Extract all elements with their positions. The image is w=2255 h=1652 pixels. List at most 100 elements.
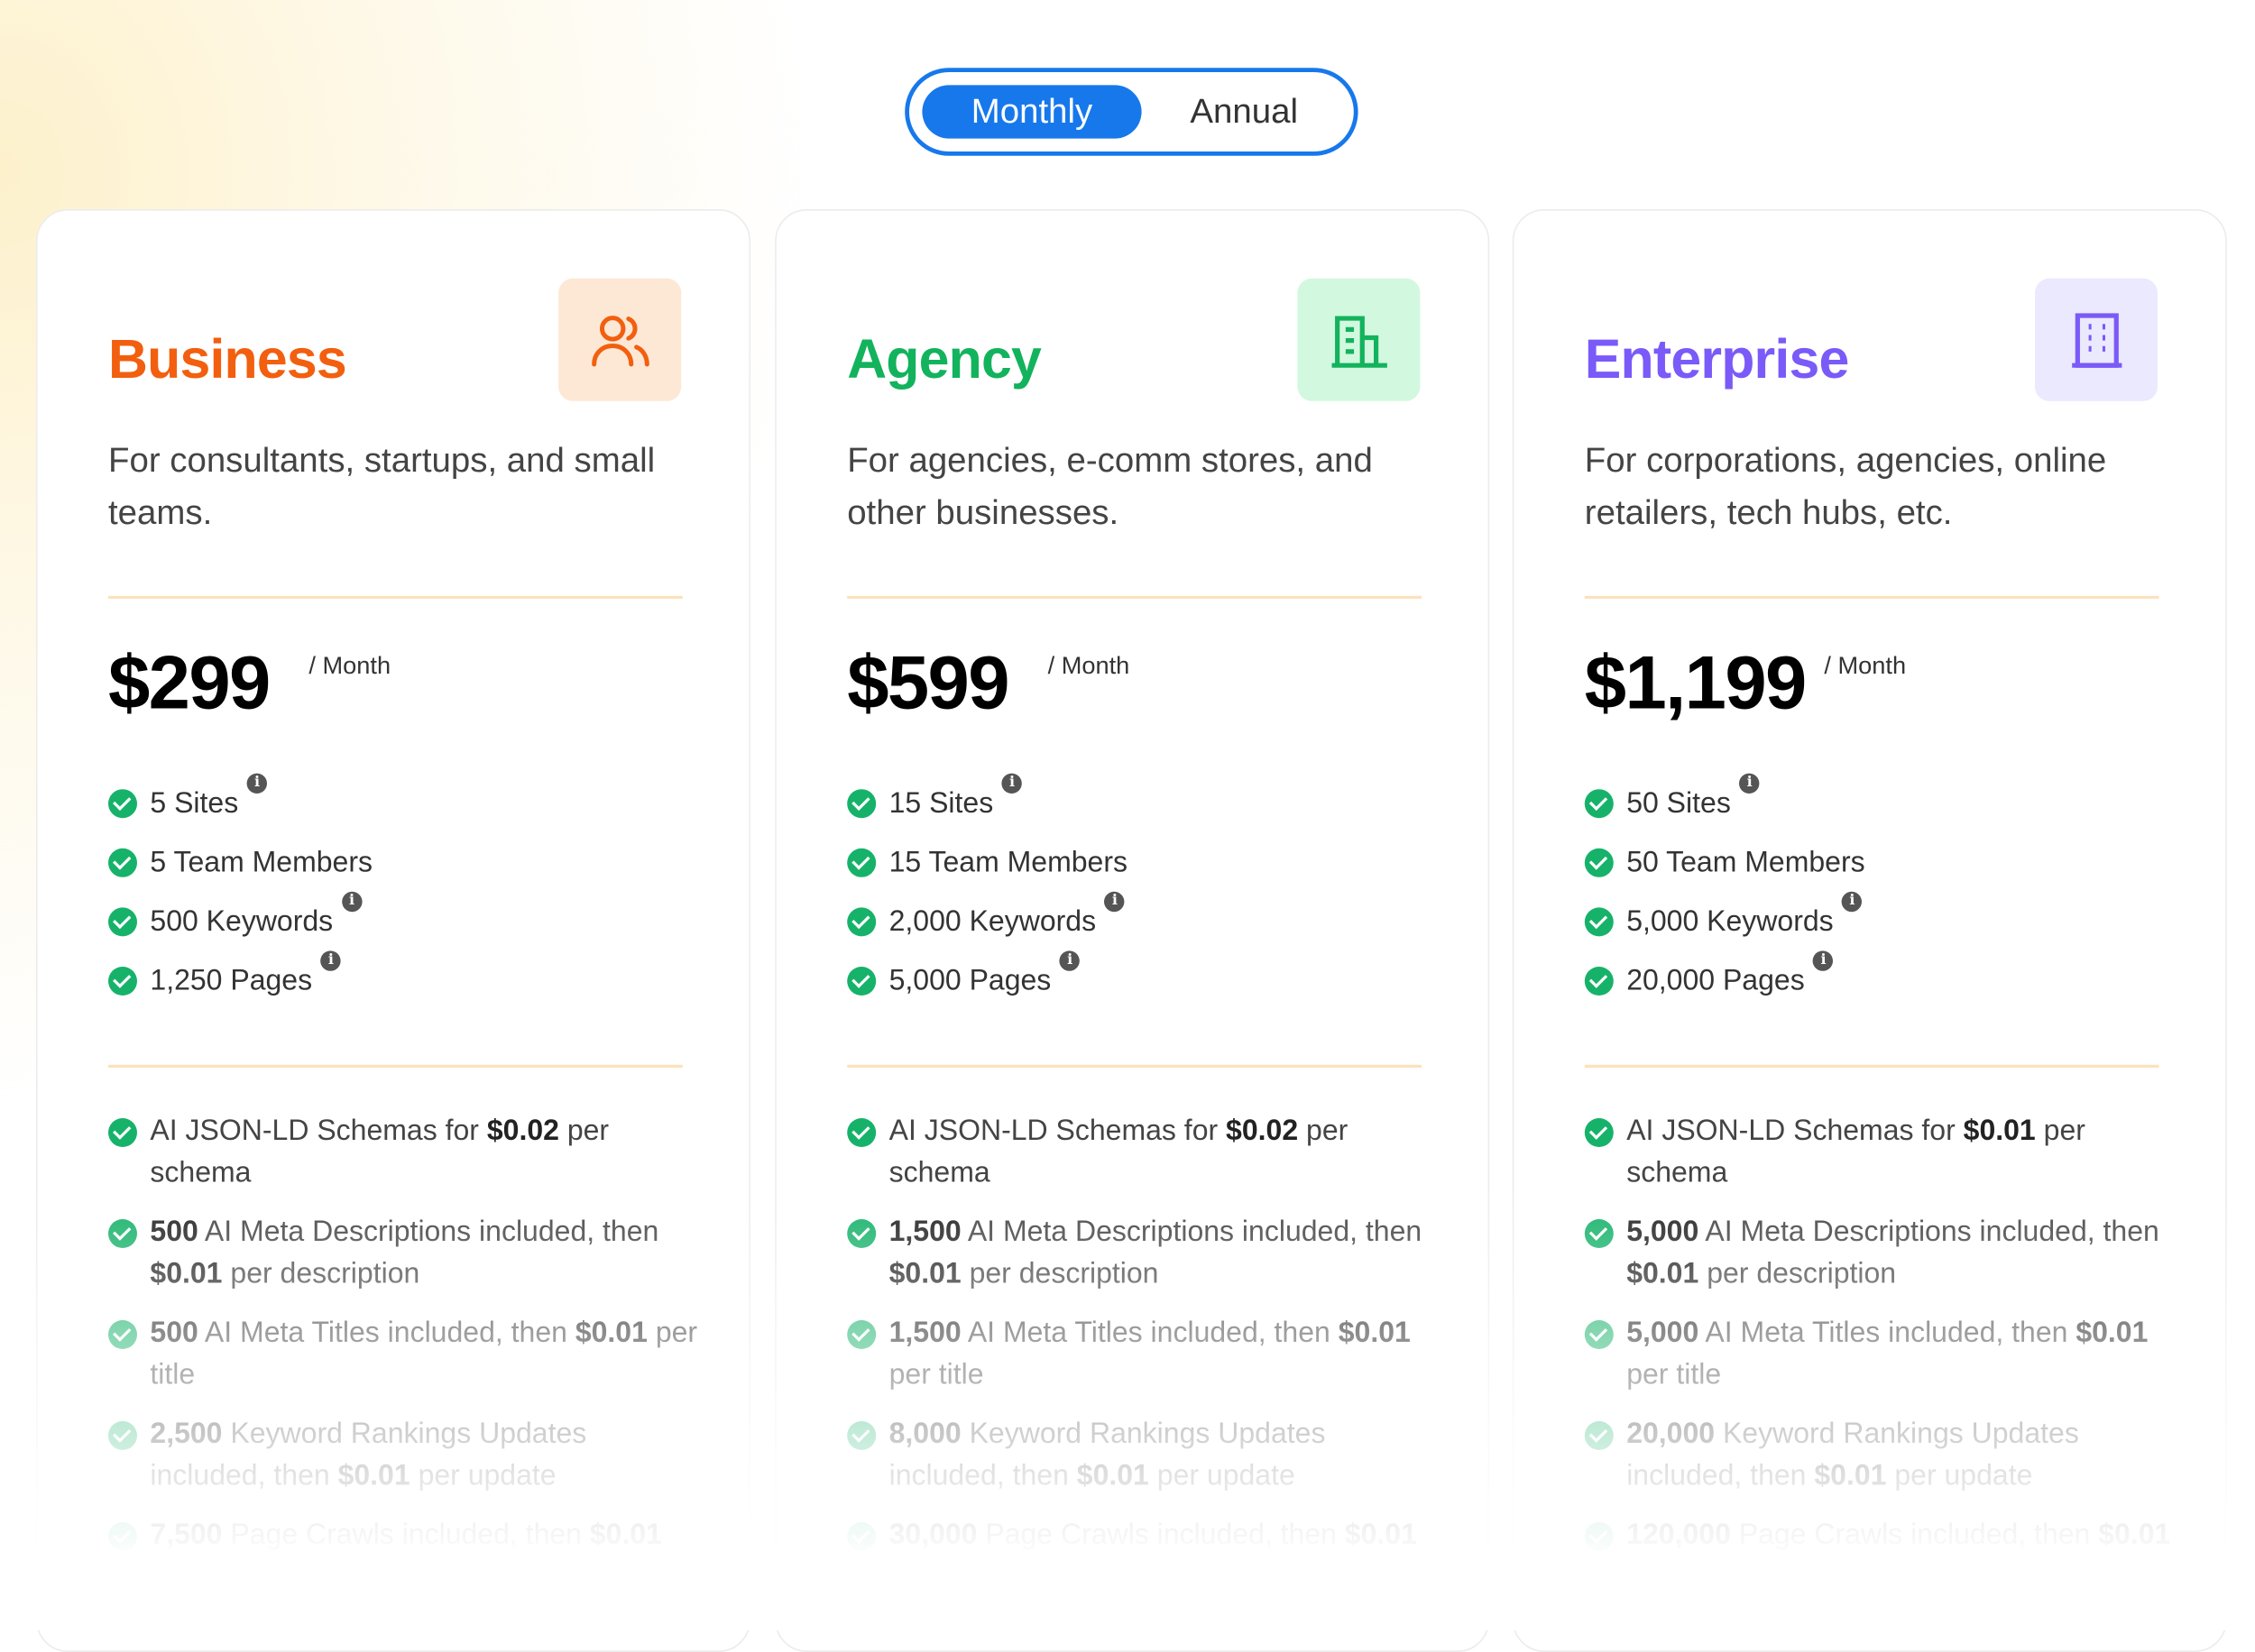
monthly-option[interactable]: Monthly [922,85,1142,139]
check-icon [847,1118,877,1147]
price-period: / Month [308,652,391,680]
extra-text: per crawl [150,1561,268,1593]
extra-value: 120,000 [1626,1519,1731,1551]
extra-value: 5,000 [1626,1317,1699,1349]
check-icon [847,789,877,819]
plan-name: Business [108,330,347,391]
check-icon [108,848,137,877]
billing-toggle: Monthly Annual [905,68,1358,156]
info-icon[interactable]: i [1001,773,1023,794]
extra-value: 2,500 [150,1418,223,1450]
info-icon[interactable]: i [1842,891,1863,913]
check-icon [1584,1219,1614,1248]
check-icon [108,1421,137,1450]
check-icon [847,1219,877,1248]
plan-card-agency: Agency For agencies, e-comm stores, and … [775,209,1490,1652]
extra-text: per update [1886,1460,2033,1492]
plan-card-enterprise: Enterprise For corporations, agencies, o… [1512,209,2227,1652]
feature-item: 5 Team Members [108,841,714,901]
check-icon [847,967,877,996]
info-icon[interactable]: i [320,950,342,971]
extra-item: 500 AI Meta Titles included, then $0.01 … [108,1313,700,1397]
plan-price: $599 [847,642,1009,726]
extra-value: $0.01 [888,1258,962,1290]
extra-list: AI JSON-LD Schemas for $0.01 per schema 5… [1584,1111,2177,1616]
plan-price: $299 [108,642,271,726]
divider [847,595,1422,599]
extra-value: $0.01 [2076,1317,2149,1349]
extra-text: Page Crawls included, then [1730,1519,2099,1551]
extra-text: AI Meta Titles included, then [961,1317,1339,1349]
info-icon[interactable]: i [1104,891,1126,913]
feature-text: 1,250 Pages [150,965,313,997]
check-icon [847,848,877,877]
extra-text: AI Meta Descriptions included, then [198,1216,659,1248]
extra-text: per title [888,1359,984,1391]
extra-text: per title [1626,1359,1722,1391]
extra-text: Page Crawls included, then [977,1519,1345,1551]
extra-item: 5,000 AI Meta Descriptions included, the… [1584,1212,2177,1296]
check-icon [108,789,137,819]
extra-text: per crawl [888,1561,1007,1593]
info-icon[interactable]: i [1739,773,1760,794]
check-icon [108,907,137,937]
extra-item: 120,000 Page Crawls included, then $0.01… [1584,1515,2177,1599]
extra-text: per description [961,1258,1159,1290]
feature-text: 50 Team Members [1626,847,1865,879]
extra-value: $0.01 [1626,1258,1699,1290]
check-icon [1584,1421,1614,1450]
extra-item: AI JSON-LD Schemas for $0.02 per schema [108,1111,700,1195]
feature-list: 15 Sitesi 15 Team Members 2,000 Keywordsi 5… [847,773,1453,1019]
extra-text: per description [222,1258,420,1290]
feature-item: 5,000 Pages i [847,950,1453,1019]
check-icon [108,1522,137,1551]
extra-text: AI Meta Descriptions included, then [1698,1216,2159,1248]
feature-item: 2,000 Keywords i [847,891,1453,959]
info-icon[interactable]: i [1813,950,1834,971]
feature-text: 500 Keywords [150,905,334,938]
extra-item: 1,500 AI Meta Descriptions included, the… [847,1212,1439,1296]
extra-item: 500 AI Meta Descriptions included, then … [108,1212,700,1296]
info-icon[interactable]: i [341,891,363,913]
extra-value: $0.01 [1814,1460,1887,1492]
extra-value: 20,000 [1626,1418,1716,1450]
extra-text: AI JSON-LD Schemas for [888,1115,1227,1147]
feature-item: 500 Keywords i [108,891,714,959]
feature-text: 5 Sites [150,787,239,820]
feature-text: 5,000 Keywords [1626,905,1834,938]
extra-value: 7,500 [150,1519,223,1551]
extra-value: $0.01 [1076,1460,1149,1492]
feature-item: 5 Sites i [108,773,714,841]
plan-description: For agencies, e-comm stores, and other b… [847,441,1373,533]
plan-card-business: Business For consultants, startups, and … [36,209,750,1652]
info-icon[interactable]: i [1059,950,1081,971]
check-icon [1584,1320,1614,1349]
check-icon [108,1320,137,1349]
check-icon [1584,1522,1614,1551]
extra-value: $0.01 [337,1460,410,1492]
price-period: / Month [1047,652,1130,680]
extra-item: AI JSON-LD Schemas for $0.02 per schema [847,1111,1439,1195]
extra-text: AI Meta Titles included, then [1698,1317,2076,1349]
feature-text: 5,000 Pages [888,965,1052,997]
extra-item: 8,000 Keyword Rankings Updates included,… [847,1414,1439,1498]
feature-text: 20,000 Pages [1626,965,1805,997]
price-period: / Month [1824,652,1907,680]
extra-value: $0.01 [1338,1317,1411,1349]
check-icon [847,1320,877,1349]
feature-text: 50 Sites [1626,787,1731,820]
feature-item: 15 Sites i [847,773,1453,841]
info-icon[interactable]: i [246,773,268,794]
extra-value: 8,000 [888,1418,962,1450]
check-icon [1584,967,1614,996]
feature-text: 2,000 Keywords [888,905,1097,938]
extra-text: per crawl [1626,1561,1744,1593]
check-icon [1584,848,1614,877]
plan-name: Agency [847,330,1042,391]
extra-item: 20,000 Keyword Rankings Updates included… [1584,1414,2177,1498]
annual-option[interactable]: Annual [1190,92,1298,132]
plan-name: Enterprise [1584,330,1850,391]
extra-text: per update [410,1460,557,1492]
plan-description: For corporations, agencies, online retai… [1584,441,2107,533]
extra-value: 1,500 [888,1216,962,1248]
